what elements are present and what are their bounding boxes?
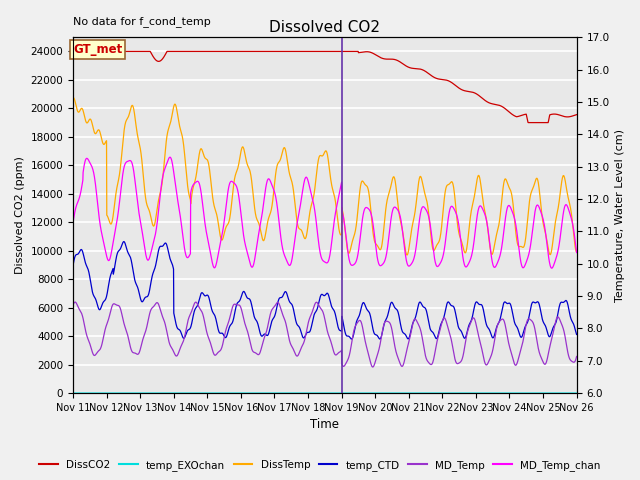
X-axis label: Time: Time bbox=[310, 419, 339, 432]
Text: No data for f_cond_temp: No data for f_cond_temp bbox=[73, 16, 211, 27]
Legend: DissCO2, temp_EXOchan, DissTemp, temp_CTD, MD_Temp, MD_Temp_chan: DissCO2, temp_EXOchan, DissTemp, temp_CT… bbox=[35, 456, 605, 475]
Y-axis label: Dissolved CO2 (ppm): Dissolved CO2 (ppm) bbox=[15, 156, 25, 274]
Y-axis label: Temperature, Water Level (cm): Temperature, Water Level (cm) bbox=[615, 129, 625, 301]
Text: GT_met: GT_met bbox=[73, 43, 122, 56]
Title: Dissolved CO2: Dissolved CO2 bbox=[269, 20, 380, 35]
